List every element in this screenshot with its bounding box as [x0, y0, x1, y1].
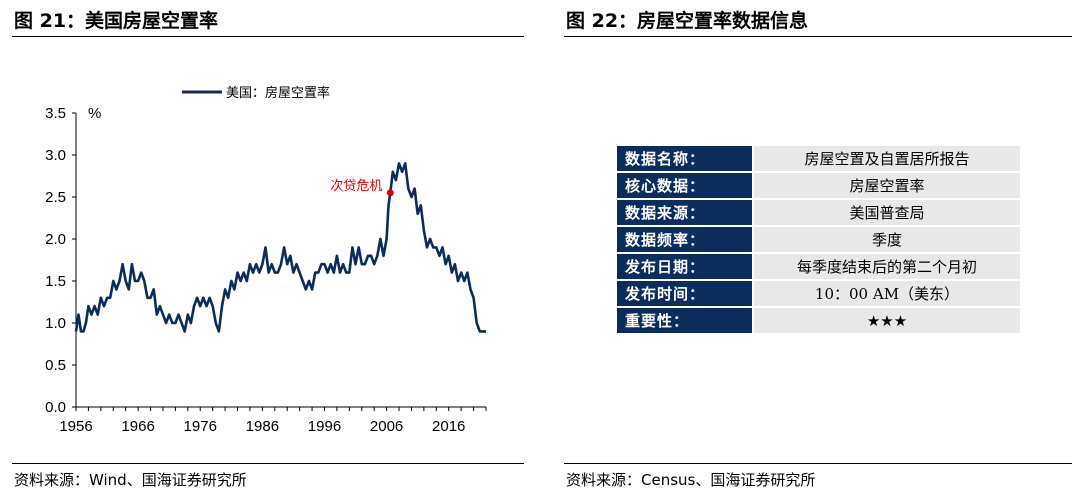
table-row: 重要性： ★★★: [617, 307, 1020, 335]
y-tick-label: 3.0: [45, 147, 66, 164]
info-key: 核心数据：: [617, 172, 753, 200]
y-tick-label: 2.0: [45, 231, 66, 248]
table-row: 数据频率： 季度: [617, 226, 1020, 254]
x-axis: 1956 1966 1976 1986 1996 2006 2016: [59, 406, 487, 435]
vacancy-rate-chart: 0.0 0.5 1.0 1.5 2.0 2.5 3.0 3.5 1956 1966 1976 198…: [45, 85, 487, 435]
info-value: 每季度结束后的第二个月初: [752, 253, 1020, 281]
info-value: 美国普查局: [752, 199, 1020, 227]
right-figure-source: 资料来源：Census、国海证券研究所: [566, 471, 816, 489]
table-row: 发布时间： 10：00 AM（美东）: [617, 280, 1020, 308]
annotation-marker: [386, 189, 394, 197]
right-title-rule: [564, 36, 1072, 37]
info-key: 重要性：: [617, 307, 753, 335]
table-row: 发布日期： 每季度结束后的第二个月初: [617, 253, 1020, 281]
table-row: 数据来源： 美国普查局: [617, 199, 1020, 227]
data-info-table: 数据名称： 房屋空置及自置居所报告 核心数据： 房屋空置率 数据来源： 美国普查…: [617, 146, 1020, 335]
right-source-rule: [564, 463, 1072, 464]
x-tick-label: 1976: [184, 418, 217, 435]
left-figure-source: 资料来源：Wind、国海证券研究所: [14, 471, 247, 489]
left-source-rule: [12, 463, 524, 464]
y-tick-label: 2.5: [45, 189, 66, 206]
table-row: 数据名称： 房屋空置及自置居所报告: [617, 146, 1020, 173]
info-value: 房屋空置及自置居所报告: [752, 146, 1020, 173]
y-tick-label: 3.5: [45, 105, 66, 122]
info-key: 数据频率：: [617, 226, 753, 254]
y-axis: 0.0 0.5 1.0 1.5 2.0 2.5 3.0 3.5: [45, 105, 77, 416]
y-tick-label: 1.0: [45, 315, 66, 332]
info-key: 发布时间：: [617, 280, 753, 308]
info-value: 房屋空置率: [752, 172, 1020, 200]
left-title-rule: [12, 36, 524, 37]
legend: 美国：房屋空置率: [182, 85, 330, 101]
x-tick-label: 1956: [59, 418, 92, 435]
info-key: 数据来源：: [617, 199, 753, 227]
right-figure-title: 图 22：房屋空置率数据信息: [566, 10, 809, 32]
left-figure-title: 图 21：美国房屋空置率: [14, 10, 219, 32]
importance-stars: ★★★: [752, 307, 1020, 335]
annotation-label: 次贷危机: [330, 178, 382, 194]
y-tick-label: 1.5: [45, 273, 66, 290]
info-value: 季度: [752, 226, 1020, 254]
x-tick-label: 2006: [370, 418, 403, 435]
x-tick-label: 1966: [121, 418, 154, 435]
y-tick-label: 0.0: [45, 399, 66, 416]
info-key: 发布日期：: [617, 253, 753, 281]
x-tick-label: 1986: [246, 418, 279, 435]
x-tick-label: 2016: [432, 418, 465, 435]
y-axis-unit-label: %: [88, 105, 101, 122]
series-line-vacancy-rate: [74, 162, 486, 333]
x-tick-label: 1996: [308, 418, 341, 435]
info-value: 10：00 AM（美东）: [752, 280, 1020, 308]
info-key: 数据名称：: [617, 146, 753, 173]
y-tick-label: 0.5: [45, 357, 66, 374]
legend-label: 美国：房屋空置率: [226, 85, 330, 101]
table-row: 核心数据： 房屋空置率: [617, 172, 1020, 200]
